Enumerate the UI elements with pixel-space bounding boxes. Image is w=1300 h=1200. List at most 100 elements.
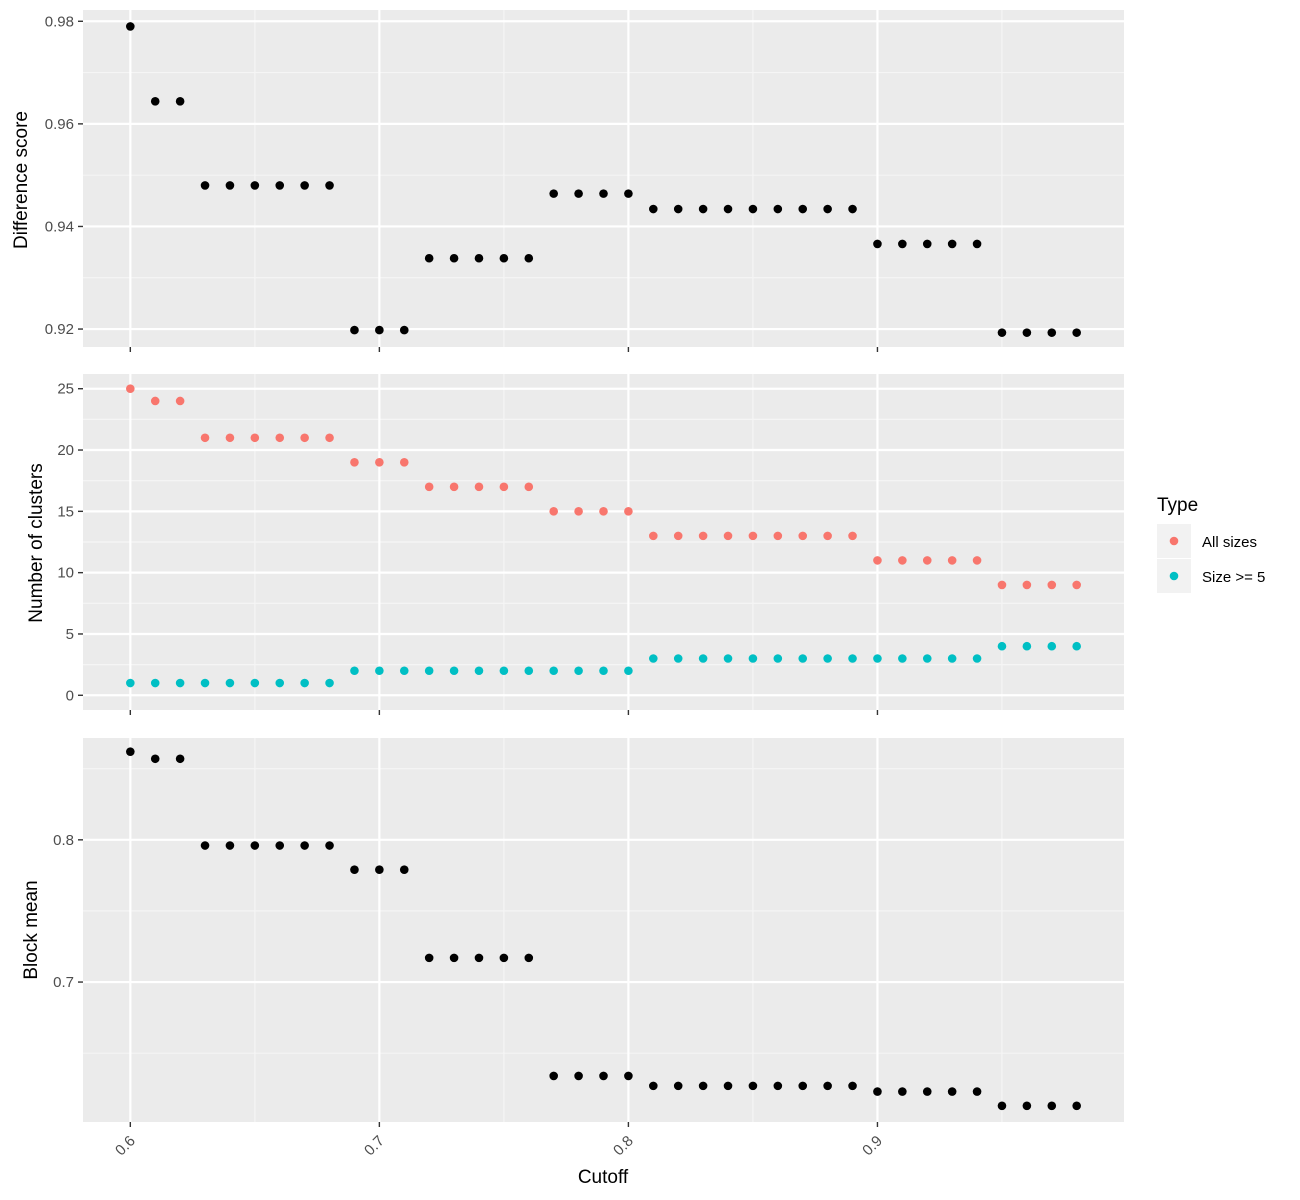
- point-series-0: [624, 189, 633, 198]
- point-size-5: [375, 666, 384, 676]
- y-axis: 0 5 10 15 20 25: [57, 381, 83, 704]
- point-series-0: [947, 239, 957, 249]
- point-size-5: [922, 654, 932, 663]
- point-size-5: [798, 654, 808, 663]
- x-axis-ticks: [129, 710, 879, 715]
- point-series-0: [972, 1087, 982, 1096]
- point-all-sizes: [325, 433, 334, 443]
- y-axis: 0.92 0.94 0.96 0.98: [45, 13, 83, 338]
- point-size-5: [250, 678, 260, 688]
- point-all-sizes: [823, 531, 832, 541]
- point-series-0: [275, 181, 285, 190]
- point-size-5: [200, 678, 210, 688]
- point-series-0: [200, 841, 210, 850]
- point-series-0: [325, 841, 334, 850]
- point-series-0: [848, 1081, 857, 1091]
- panel-points: [126, 22, 1081, 337]
- point-size-5: [997, 641, 1007, 651]
- point-all-sizes: [723, 531, 733, 541]
- point-all-sizes: [250, 433, 260, 443]
- point-all-sizes: [649, 531, 658, 541]
- y-tick-label: 20: [57, 442, 74, 459]
- point-size-5: [499, 666, 509, 676]
- point-all-sizes: [898, 556, 907, 565]
- point-series-0: [673, 1081, 683, 1091]
- point-series-0: [1047, 328, 1057, 337]
- point-size-5: [848, 654, 857, 663]
- legend: Type All sizes Size >= 5: [1157, 495, 1265, 593]
- point-series-0: [399, 865, 409, 874]
- point-series-0: [200, 181, 210, 190]
- point-size-5: [873, 654, 882, 663]
- panel-points: [126, 747, 1081, 1111]
- point-series-0: [873, 239, 882, 249]
- point-size-5: [723, 654, 733, 663]
- point-series-0: [898, 239, 907, 249]
- point-all-sizes: [449, 482, 459, 492]
- y-tick-label: 0: [66, 687, 74, 704]
- point-all-sizes: [848, 531, 857, 541]
- y-axis-title: Difference score: [11, 111, 32, 249]
- y-tick-label: 0.92: [45, 321, 74, 338]
- point-series-0: [673, 204, 683, 214]
- x-axis-title: Cutoff: [578, 1167, 629, 1188]
- point-series-0: [798, 1081, 808, 1091]
- point-series-0: [1047, 1101, 1057, 1111]
- point-series-0: [624, 1071, 633, 1081]
- point-series-0: [898, 1087, 907, 1096]
- point-all-sizes: [972, 556, 982, 565]
- point-size-5: [898, 654, 907, 663]
- point-series-0: [748, 1081, 758, 1091]
- point-size-5: [150, 678, 160, 688]
- point-all-sizes: [200, 433, 210, 443]
- point-size-5: [698, 654, 708, 663]
- point-size-5: [947, 654, 957, 663]
- panel-gridlines: [83, 10, 1124, 347]
- point-size-5: [599, 666, 608, 676]
- point-series-0: [773, 204, 783, 214]
- point-size-5: [325, 678, 334, 688]
- point-size-5: [574, 666, 583, 676]
- point-all-sizes: [150, 396, 160, 406]
- point-series-0: [399, 325, 409, 335]
- point-series-0: [599, 189, 608, 198]
- point-size-5: [449, 666, 459, 676]
- point-all-sizes: [1047, 580, 1057, 590]
- point-all-sizes: [947, 556, 957, 565]
- point-series-0: [574, 189, 583, 198]
- point-series-0: [997, 328, 1007, 337]
- panel-gridlines: [83, 374, 1124, 710]
- point-size-5: [549, 666, 558, 676]
- y-tick-label: 0.94: [45, 218, 74, 235]
- point-series-0: [1072, 328, 1081, 337]
- legend-label-all-sizes: All sizes: [1202, 534, 1257, 551]
- point-series-0: [922, 1087, 932, 1096]
- point-series-0: [474, 253, 484, 263]
- y-tick-label: 25: [57, 381, 74, 398]
- point-all-sizes: [574, 507, 583, 516]
- point-size-5: [474, 666, 484, 676]
- legend-key-size-ge-5: [1169, 571, 1179, 581]
- point-size-5: [126, 678, 135, 688]
- x-tick-label: 0.6: [112, 1132, 139, 1159]
- point-all-sizes: [673, 531, 683, 541]
- point-series-0: [126, 747, 135, 756]
- point-all-sizes: [997, 580, 1007, 590]
- point-series-0: [574, 1071, 583, 1081]
- point-series-0: [798, 204, 808, 214]
- point-size-5: [624, 666, 633, 676]
- point-series-0: [549, 1071, 558, 1081]
- point-all-sizes: [375, 457, 384, 467]
- x-tick-label: 0.8: [610, 1132, 637, 1159]
- point-all-sizes: [275, 433, 285, 443]
- point-series-0: [350, 325, 359, 335]
- point-all-sizes: [424, 482, 434, 492]
- point-all-sizes: [873, 556, 882, 565]
- point-size-5: [673, 654, 683, 663]
- point-all-sizes: [175, 396, 185, 406]
- point-all-sizes: [300, 433, 309, 443]
- x-tick-label: 0.9: [859, 1132, 886, 1159]
- point-series-0: [698, 204, 708, 214]
- point-series-0: [848, 204, 857, 214]
